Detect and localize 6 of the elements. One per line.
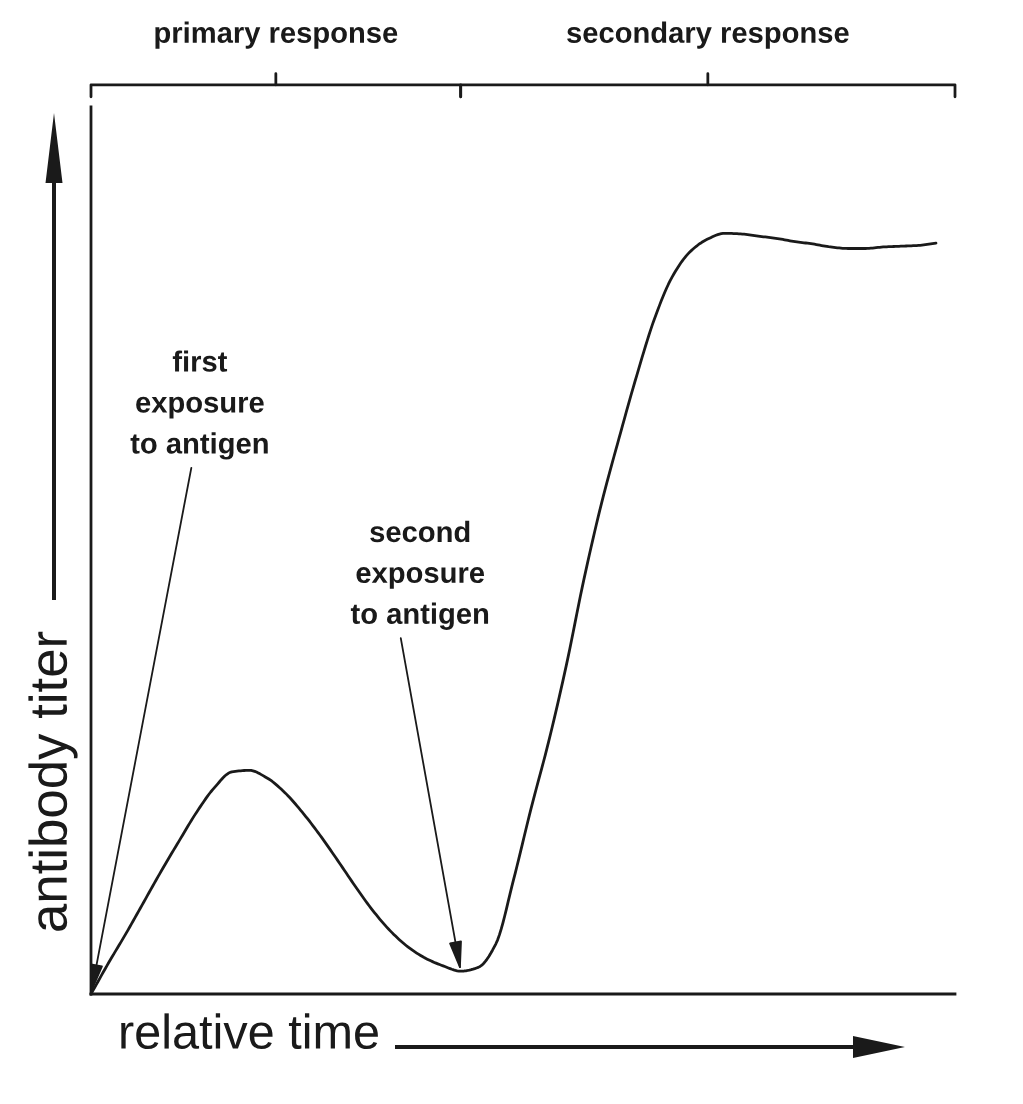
text: primary response (155, 21, 398, 49)
annotation: second exposure to antigen (350, 520, 489, 630)
annotation: first exposure to antigen (130, 350, 268, 460)
text: secondary response (567, 21, 849, 49)
y-axis-title: antibody titer (28, 631, 78, 931)
x-axis-title: relative time (121, 1013, 378, 1050)
